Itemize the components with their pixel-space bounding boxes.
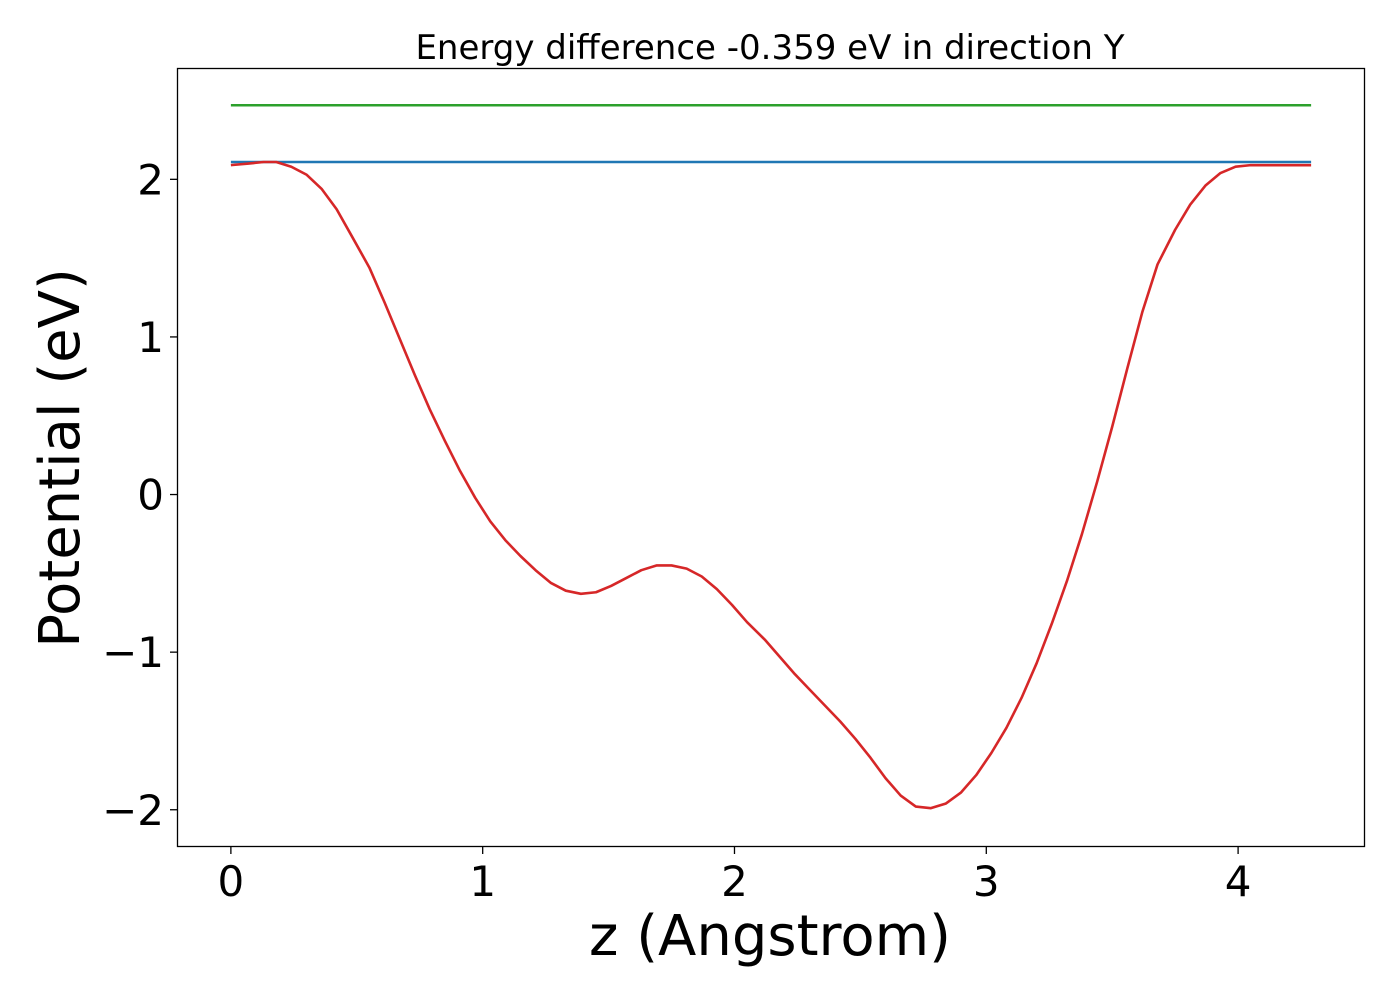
x-tick-label: 3 [973,857,1000,906]
x-axis: 0 1 2 3 4 [218,846,1252,906]
x-tick-label: 4 [1225,857,1252,906]
series-line-3 [230,160,1312,810]
x-tick-label: 1 [469,857,496,906]
x-axis-label: z (Angstrom) [589,904,951,969]
series-layer [230,103,1312,810]
y-tick-label: −1 [102,628,164,677]
y-tick-label: 2 [137,155,164,204]
x-tick-label: 2 [721,857,748,906]
y-axis-label: Potential (eV) [28,268,93,648]
chart-title: Energy difference -0.359 eV in direction… [415,28,1124,68]
x-tick-label: 0 [218,857,245,906]
y-tick-label: −2 [102,786,164,835]
y-tick-label: 0 [137,471,164,520]
y-axis: −2 −1 0 1 2 [102,155,178,835]
plot-area-frame [176,67,1366,848]
y-tick-label: 1 [137,313,164,362]
